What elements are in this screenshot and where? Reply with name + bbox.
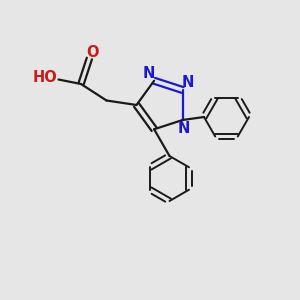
- Text: N: N: [182, 75, 194, 90]
- Text: HO: HO: [33, 70, 57, 86]
- Text: N: N: [178, 121, 190, 136]
- Text: O: O: [86, 45, 99, 60]
- Text: N: N: [142, 66, 155, 81]
